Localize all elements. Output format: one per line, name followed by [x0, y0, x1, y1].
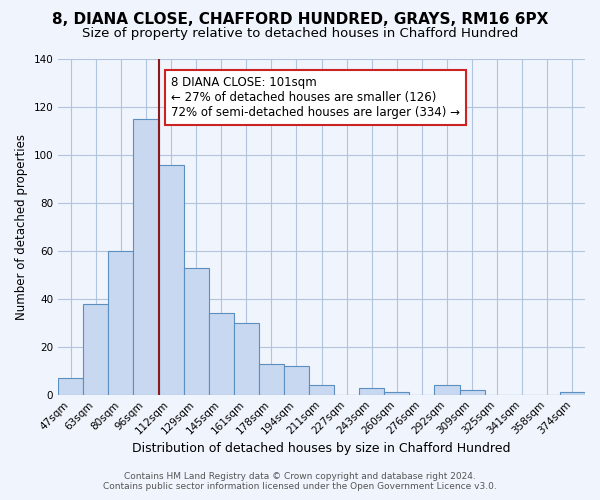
Bar [158, 164, 184, 394]
Y-axis label: Number of detached properties: Number of detached properties [15, 134, 28, 320]
Text: 8 DIANA CLOSE: 101sqm
← 27% of detached houses are smaller (126)
72% of semi-det: 8 DIANA CLOSE: 101sqm ← 27% of detached … [171, 76, 460, 119]
Bar [259, 364, 284, 394]
X-axis label: Distribution of detached houses by size in Chafford Hundred: Distribution of detached houses by size … [133, 442, 511, 455]
Bar [209, 313, 234, 394]
Bar [560, 392, 585, 394]
Bar [184, 268, 209, 394]
Bar [385, 392, 409, 394]
Bar [133, 119, 158, 394]
Bar [434, 385, 460, 394]
Text: 8, DIANA CLOSE, CHAFFORD HUNDRED, GRAYS, RM16 6PX: 8, DIANA CLOSE, CHAFFORD HUNDRED, GRAYS,… [52, 12, 548, 28]
Text: Contains HM Land Registry data © Crown copyright and database right 2024.
Contai: Contains HM Land Registry data © Crown c… [103, 472, 497, 491]
Bar [234, 323, 259, 394]
Bar [83, 304, 109, 394]
Bar [359, 388, 385, 394]
Bar [109, 251, 133, 394]
Text: Size of property relative to detached houses in Chafford Hundred: Size of property relative to detached ho… [82, 28, 518, 40]
Bar [58, 378, 83, 394]
Bar [460, 390, 485, 394]
Bar [309, 385, 334, 394]
Bar [284, 366, 309, 394]
